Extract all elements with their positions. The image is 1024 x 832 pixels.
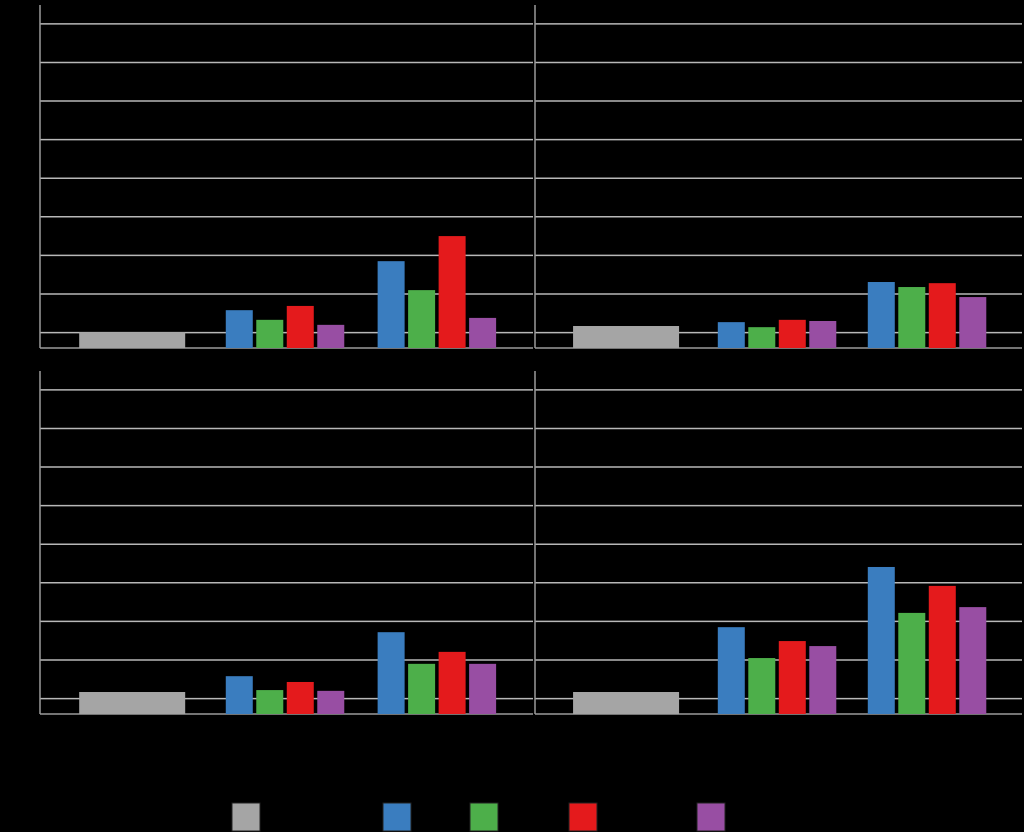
bar — [317, 324, 345, 348]
bar — [408, 290, 436, 348]
bar — [573, 692, 680, 714]
bar — [748, 658, 776, 714]
bar — [928, 585, 956, 714]
bar — [778, 641, 806, 714]
bar — [79, 332, 186, 348]
bar — [79, 692, 186, 714]
bar — [748, 327, 776, 348]
legend-swatch — [382, 802, 412, 832]
bar — [438, 651, 466, 714]
bar — [377, 632, 405, 714]
bar — [408, 663, 436, 714]
bar — [809, 320, 837, 348]
legend-swatch — [469, 802, 499, 832]
bar — [717, 322, 745, 348]
bar — [898, 612, 926, 714]
bar — [867, 282, 895, 348]
legend-swatch — [568, 802, 598, 832]
bar — [286, 305, 314, 348]
bar — [225, 676, 253, 714]
bar — [256, 319, 284, 348]
bar — [717, 627, 745, 714]
bar — [778, 319, 806, 348]
bar — [959, 607, 987, 714]
bar — [469, 317, 497, 348]
bar — [469, 663, 497, 714]
bar — [573, 326, 680, 348]
bar — [959, 297, 987, 348]
bar — [377, 261, 405, 348]
bar — [928, 283, 956, 348]
bar — [286, 681, 314, 714]
bar — [256, 690, 284, 714]
bar — [438, 236, 466, 348]
bar — [809, 646, 837, 714]
bar — [225, 310, 253, 348]
bar — [867, 566, 895, 714]
bar — [898, 287, 926, 348]
legend-swatch — [696, 802, 726, 832]
bar — [317, 690, 345, 714]
legend-swatch — [231, 802, 261, 832]
